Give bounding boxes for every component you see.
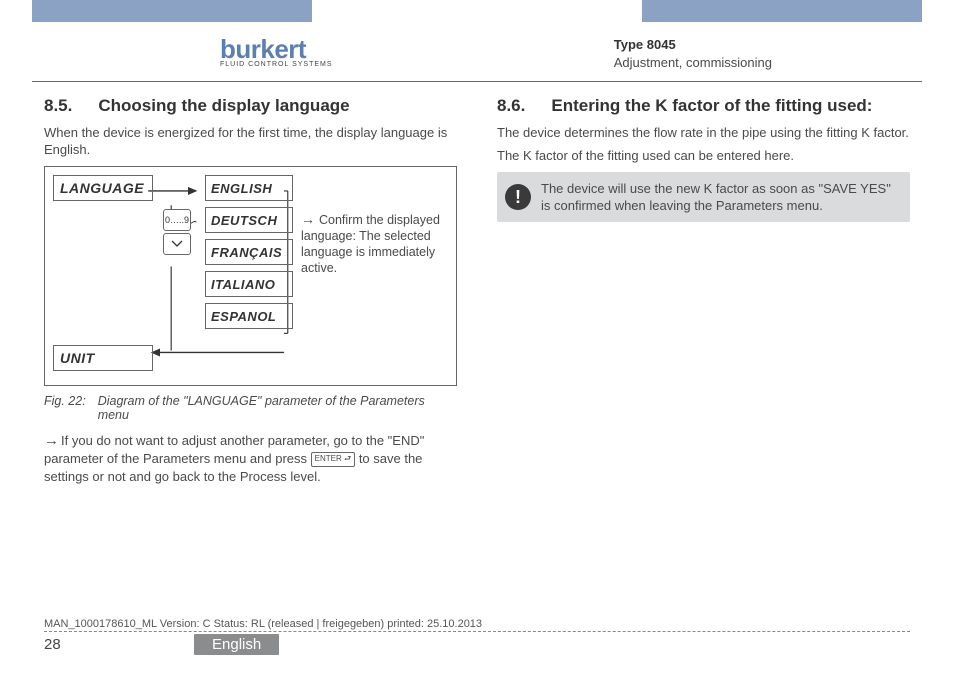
unit-box: UNIT xyxy=(53,345,153,371)
chevron-down-icon xyxy=(171,240,183,248)
language-pill: English xyxy=(194,634,279,655)
language-diagram: LANGUAGE UNIT 0…..9 ENGLISH DEUTSCH FRAN… xyxy=(44,166,457,386)
section-heading-8-5: 8.5. Choosing the display language xyxy=(44,96,457,116)
warning-note-text: The device will use the new K factor as … xyxy=(541,181,891,213)
kfactor-p1: The device determines the flow rate in t… xyxy=(497,124,910,141)
option-english[interactable]: ENGLISH xyxy=(205,175,293,201)
language-options: ENGLISH DEUTSCH FRANÇAIS ITALIANO ESPANO… xyxy=(205,175,293,335)
nav-buttons: 0…..9 xyxy=(163,209,191,257)
heading-title: Entering the K factor of the fitting use… xyxy=(551,96,910,116)
manual-reference: MAN_1000178610_ML Version: C Status: RL … xyxy=(44,618,910,632)
heading-number: 8.5. xyxy=(44,96,72,116)
button-up[interactable]: 0…..9 xyxy=(163,209,191,231)
language-box: LANGUAGE xyxy=(53,175,153,201)
option-italiano[interactable]: ITALIANO xyxy=(205,271,293,297)
left-column: 8.5. Choosing the display language When … xyxy=(44,96,457,603)
heading-number: 8.6. xyxy=(497,96,525,116)
page-footer: MAN_1000178610_ML Version: C Status: RL … xyxy=(44,618,910,655)
top-bar xyxy=(0,0,954,26)
button-down[interactable] xyxy=(163,233,191,255)
brand-name: burkert xyxy=(220,34,306,64)
page-number: 28 xyxy=(44,636,194,653)
enter-button-label: ENTER xyxy=(315,454,342,463)
kfactor-p2: The K factor of the fitting used can be … xyxy=(497,147,910,164)
enter-button[interactable]: ENTER ⮐ xyxy=(311,452,356,467)
confirm-note-text: Confirm the displayed language: The sele… xyxy=(301,213,440,275)
brand-subtitle: FLUID CONTROL SYSTEMS xyxy=(220,61,333,68)
right-column: 8.6. Entering the K factor of the fittin… xyxy=(497,96,910,603)
type-label: Type 8045 xyxy=(614,37,676,52)
end-note: →If you do not want to adjust another pa… xyxy=(44,432,457,486)
header-meta: Type 8045 Adjustment, commissioning xyxy=(614,36,772,72)
warning-note: ! The device will use the new K factor a… xyxy=(497,172,910,222)
section-label: Adjustment, commissioning xyxy=(614,55,772,70)
brand-logo: burkert FLUID CONTROL SYSTEMS xyxy=(220,34,333,68)
intro-text: When the device is energized for the fir… xyxy=(44,124,457,158)
section-heading-8-6: 8.6. Entering the K factor of the fittin… xyxy=(497,96,910,116)
option-francais[interactable]: FRANÇAIS xyxy=(205,239,293,265)
confirm-note: →Confirm the displayed language: The sel… xyxy=(301,211,466,276)
figure-number: Fig. 22: xyxy=(44,394,86,422)
exclamation-icon: ! xyxy=(505,184,531,210)
top-bar-right xyxy=(642,0,922,22)
page-header: burkert FLUID CONTROL SYSTEMS Type 8045 … xyxy=(32,30,922,82)
arrow-icon: → xyxy=(301,211,315,227)
figure-text: Diagram of the "LANGUAGE" parameter of t… xyxy=(98,394,457,422)
button-up-label: 0…..9 xyxy=(165,215,189,225)
figure-caption: Fig. 22: Diagram of the "LANGUAGE" param… xyxy=(44,394,457,422)
top-bar-left xyxy=(32,0,312,22)
heading-title: Choosing the display language xyxy=(98,96,457,116)
arrow-icon: → xyxy=(44,432,59,449)
option-deutsch[interactable]: DEUTSCH xyxy=(205,207,293,233)
option-espanol[interactable]: ESPANOL xyxy=(205,303,293,329)
